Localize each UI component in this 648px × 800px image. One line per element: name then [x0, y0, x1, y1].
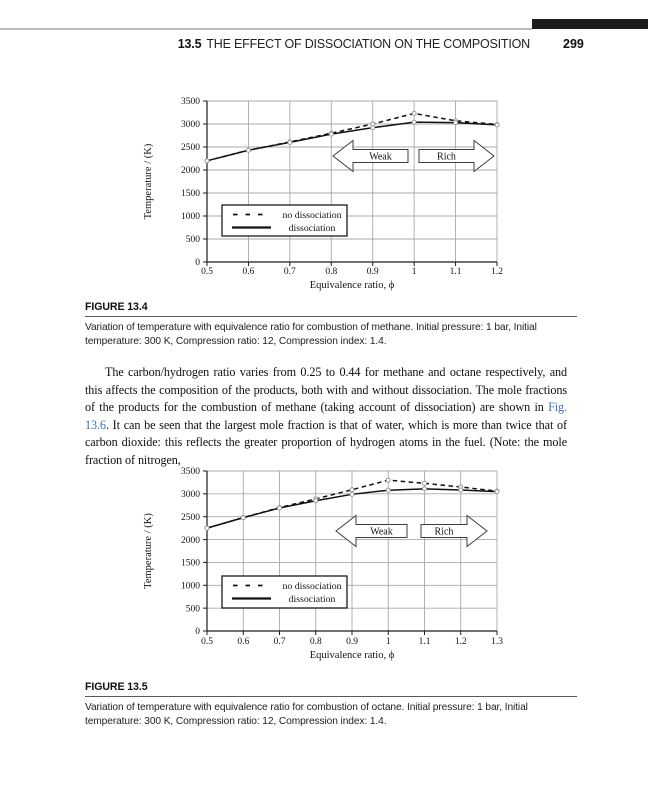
paragraph-text-before-link: The carbon/hydrogen ratio varies from 0.…: [85, 365, 567, 415]
weak-arrow: Weak: [335, 514, 408, 548]
series-dissociation-line: [206, 121, 498, 162]
legend-label: dissociation: [289, 594, 336, 605]
data-markers: [204, 110, 500, 164]
x-axis-title: Equivalence ratio, ϕ: [310, 650, 395, 661]
tick-marks: [203, 470, 498, 635]
tick-labels: 0 500 1000 1500 2000 2500 3000 3500 0.5 0.6 0.7 0.8…: [181, 97, 503, 277]
temperature-chart-octane: 0 500 1000 1500 2000 2500 3000 3500 0.5 0.6 0.7 0.8…: [143, 467, 503, 661]
x-tick-label: 1.2: [455, 637, 467, 647]
figure-label: FIGURE 13.5: [85, 681, 148, 693]
x-tick-label: 0.8: [325, 267, 337, 277]
axes: [206, 101, 497, 263]
x-axis-title: Equivalence ratio, ϕ: [310, 280, 395, 291]
rich-arrow: Rich: [420, 514, 488, 548]
section-number: 13.5: [177, 37, 202, 51]
x-tick-label: 0.7: [274, 637, 286, 647]
arrow-label: Rich: [435, 527, 454, 538]
x-tick-label: 1.3: [491, 637, 503, 647]
legend: no dissociation dissociation: [221, 204, 348, 237]
y-tick-label: 2500: [181, 513, 200, 523]
tick-marks: [203, 100, 498, 266]
gridlines: [206, 100, 498, 263]
x-tick-label: 0.5: [201, 637, 213, 647]
x-tick-label: 1: [412, 267, 417, 277]
running-head: 13.5 THE EFFECT OF DISSOCIATION ON THE CO…: [0, 37, 530, 51]
paragraph-text-after-link: . It can be seen that the largest mole f…: [85, 417, 567, 467]
x-tick-label: 0.8: [310, 637, 322, 647]
y-tick-label: 3500: [181, 97, 200, 107]
figure-13-5-caption: FIGURE 13.5 Variation of temperature wit…: [85, 681, 577, 729]
y-tick-label: 1500: [181, 559, 200, 569]
x-tick-label: 0.5: [201, 267, 213, 277]
x-tick-label: 0.6: [242, 267, 254, 277]
x-tick-label: 0.9: [346, 637, 358, 647]
data-markers: [204, 477, 500, 531]
weak-arrow: Weak: [332, 139, 409, 173]
caption-text: Variation of temperature with equivalenc…: [85, 322, 537, 347]
x-tick-label: 0.9: [367, 267, 379, 277]
x-tick-label: 1: [386, 637, 391, 647]
x-tick-label: 1.2: [491, 267, 503, 277]
y-tick-label: 1000: [181, 212, 200, 222]
y-axis-title: Temperature / (K): [143, 513, 154, 589]
caption-text: Variation of temperature with equivalenc…: [85, 702, 528, 727]
y-tick-label: 3000: [181, 120, 200, 130]
body-paragraph: The carbon/hydrogen ratio varies from 0.…: [85, 364, 567, 470]
legend-label: no dissociation: [282, 210, 341, 221]
y-tick-label: 2000: [181, 536, 200, 546]
y-tick-label: 500: [186, 604, 201, 614]
page-corner-tab: [532, 19, 648, 29]
y-tick-label: 1000: [181, 581, 200, 591]
x-tick-label: 0.6: [237, 637, 249, 647]
y-tick-label: 2500: [181, 143, 200, 153]
rich-arrow: Rich: [418, 139, 495, 173]
y-tick-label: 3000: [181, 490, 200, 500]
arrow-label: Weak: [370, 527, 393, 538]
y-tick-label: 2000: [181, 166, 200, 176]
legend-label: dissociation: [289, 223, 336, 234]
caption-rule: [85, 316, 577, 317]
arrow-label: Weak: [369, 152, 392, 163]
y-axis-title: Temperature / (K): [143, 143, 154, 219]
caption-rule: [85, 696, 577, 697]
figure-label: FIGURE 13.4: [85, 301, 148, 313]
x-tick-label: 0.7: [284, 267, 296, 277]
figure-13-4-caption: FIGURE 13.4 Variation of temperature wit…: [85, 301, 577, 349]
legend: no dissociation dissociation: [221, 575, 348, 609]
x-tick-label: 1.1: [450, 267, 462, 277]
y-tick-label: 500: [186, 235, 201, 245]
y-tick-label: 3500: [181, 467, 200, 477]
temperature-chart-methane: 0 500 1000 1500 2000 2500 3000 3500 0.5 0.6 0.7 0.8…: [143, 97, 503, 291]
y-tick-label: 0: [195, 258, 200, 268]
figure-13-6-link[interactable]: Fig. 13.6: [85, 400, 567, 432]
y-tick-label: 0: [195, 627, 200, 637]
legend-label: no dissociation: [282, 581, 341, 592]
x-tick-label: 1.1: [419, 637, 431, 647]
tick-labels: 0 500 1000 1500 2000 2500 3000 3500 0.5 0.6 0.7 0.8…: [181, 467, 503, 647]
arrow-label: Rich: [437, 152, 456, 163]
y-tick-label: 1500: [181, 189, 200, 199]
header-rule: [0, 28, 532, 30]
page-number: 299: [563, 37, 584, 51]
running-head-title: THE EFFECT OF DISSOCIATION ON THE COMPOS…: [206, 37, 530, 51]
